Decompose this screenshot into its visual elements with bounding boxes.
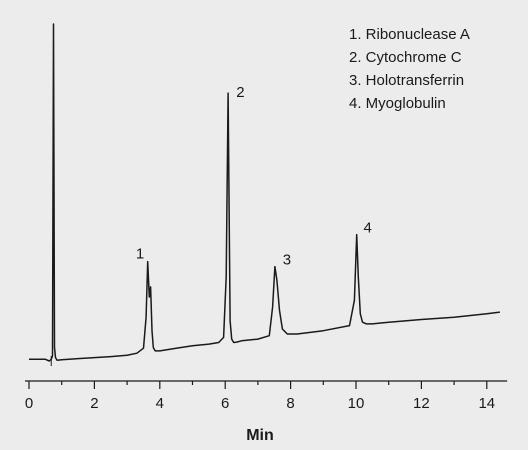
chromatogram-plot-area	[29, 23, 500, 366]
peak-labels: 1 2 3 4	[136, 84, 372, 269]
legend: 1. Ribonuclease A 2. Cytochrome C 3. Holot…	[349, 26, 470, 112]
peak-label: 2	[236, 84, 244, 101]
x-tick-label: 0	[25, 395, 33, 412]
x-tick-label: 4	[156, 395, 164, 412]
x-tick-label: 12	[413, 395, 430, 412]
peak-label: 1	[136, 246, 144, 263]
x-tick-label: 14	[478, 395, 495, 412]
x-axis: 0 2 4 6 8 10 12 14	[25, 380, 508, 412]
legend-entry: 2. Cytochrome C	[349, 49, 462, 66]
x-tick-label: 10	[348, 395, 365, 412]
x-tick-label: 6	[221, 395, 229, 412]
chromatogram-trace	[29, 23, 500, 362]
legend-entry: 4. Myoglobulin	[349, 95, 446, 112]
legend-entry: 3. Holotransferrin	[349, 72, 464, 89]
x-tick-label: 8	[286, 395, 294, 412]
peak-label: 4	[363, 220, 371, 237]
x-tick-label: 2	[90, 395, 98, 412]
x-axis-title: Min	[246, 427, 274, 444]
peak-label: 3	[283, 252, 291, 269]
legend-entry: 1. Ribonuclease A	[349, 26, 470, 43]
